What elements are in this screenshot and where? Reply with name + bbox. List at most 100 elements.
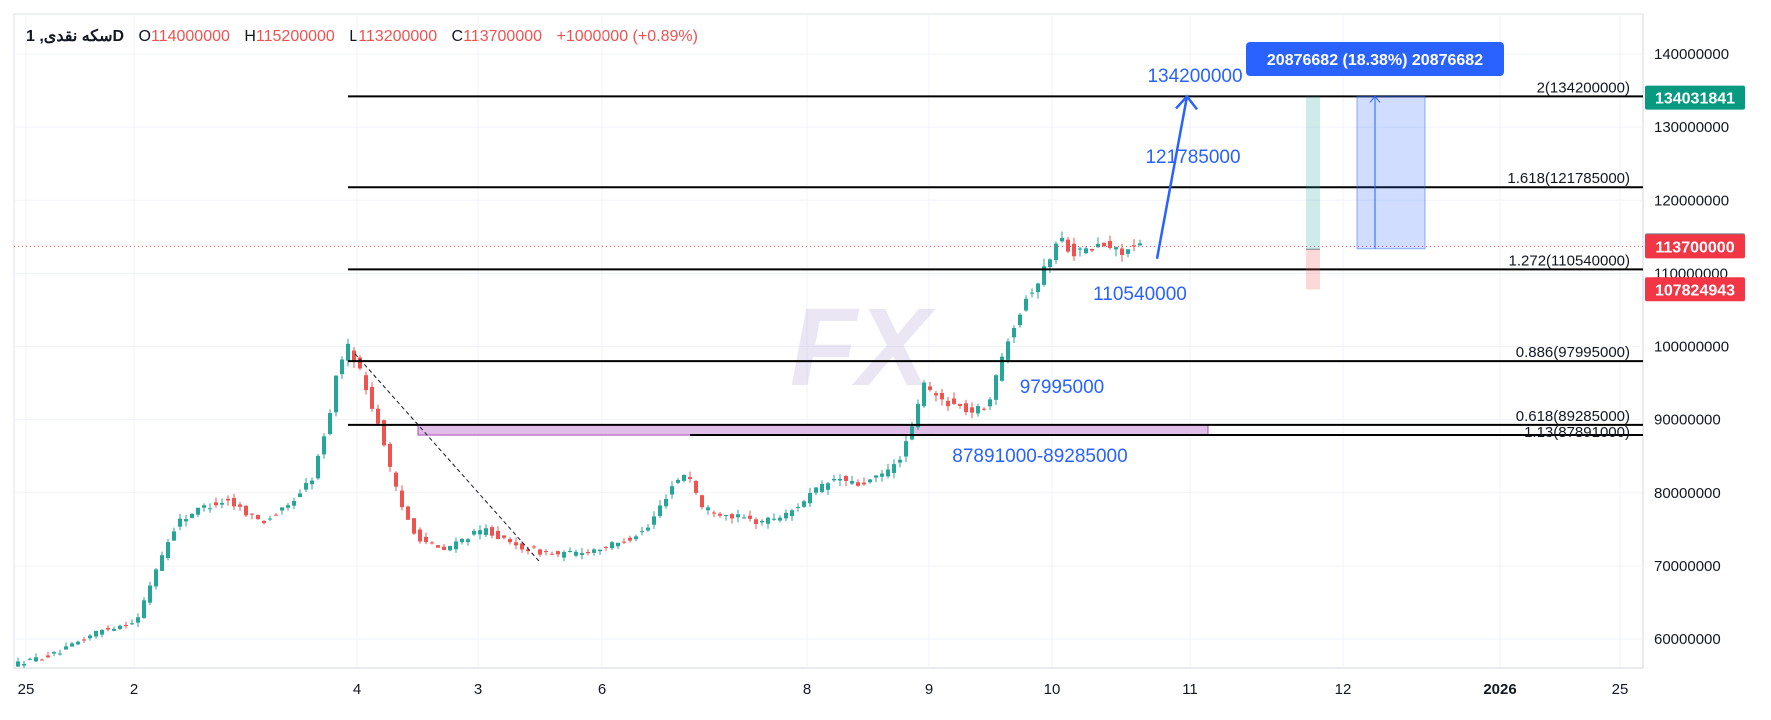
candle-body <box>790 510 794 517</box>
candle-body <box>982 408 986 410</box>
trend-line-dashed <box>354 353 541 563</box>
candle-body <box>190 513 194 518</box>
candle-body <box>946 400 950 407</box>
annotation-label: 110540000 <box>1093 284 1187 305</box>
x-tick-label: 9 <box>925 681 933 698</box>
candle-body <box>610 542 614 549</box>
candle-body <box>514 542 518 546</box>
candle-body <box>742 517 746 519</box>
candle-body <box>496 530 500 539</box>
measure-arrowhead <box>1369 95 1381 103</box>
price-badge-bg <box>1645 85 1745 110</box>
candle-body <box>178 518 182 527</box>
candle-body <box>856 482 860 486</box>
x-tick-label: 8 <box>803 681 811 698</box>
candle-body <box>718 513 722 516</box>
candle-body <box>1006 341 1010 360</box>
candle-body <box>664 498 668 507</box>
candle-body <box>430 542 434 544</box>
candle-body <box>184 519 188 522</box>
y-tick-label: 60000000 <box>1654 631 1721 648</box>
candle-body <box>202 505 206 508</box>
price-badge-text: 107824943 <box>1655 282 1735 299</box>
candle-body <box>478 530 482 535</box>
candle-body <box>868 479 872 483</box>
candle-body <box>316 455 320 479</box>
candle-body <box>952 398 956 404</box>
candle-body <box>898 459 902 463</box>
candle-body <box>58 653 62 655</box>
candle-body <box>940 392 944 400</box>
candle-body <box>112 628 116 631</box>
candle-body <box>700 495 704 508</box>
candle-body <box>40 659 44 661</box>
x-tick-label: 4 <box>353 681 361 698</box>
candle-body <box>670 486 674 495</box>
chart-legend: سکه نقدی, 1D O114000000 H115200000 L1132… <box>26 26 698 46</box>
candle-body <box>1090 248 1094 251</box>
candle-body <box>1114 247 1118 250</box>
candle-body <box>748 515 752 519</box>
candle-body <box>520 543 524 550</box>
candle-body <box>28 658 32 660</box>
candle-body <box>76 641 80 645</box>
candle-body <box>706 507 710 511</box>
candle-body <box>346 343 350 361</box>
candle-body <box>1060 237 1064 242</box>
x-tick-label: 6 <box>598 681 606 698</box>
candle-body <box>1066 239 1070 252</box>
price-badge-bg <box>1645 277 1745 302</box>
candle-body <box>802 501 806 507</box>
candle-body <box>298 493 302 498</box>
x-tick-label: 25 <box>18 681 35 698</box>
legend-symbol[interactable]: سکه نقدی, 1D <box>26 28 125 45</box>
candle-body <box>406 506 410 520</box>
annotation-label: 121785000 <box>1145 147 1240 168</box>
measure-label-text: 20876682 (18.38%) 20876682 <box>1267 52 1483 69</box>
candle-body <box>262 520 266 524</box>
legend-low-label: L <box>349 28 359 45</box>
candle-body <box>94 631 98 637</box>
candle-body <box>586 552 590 554</box>
candle-body <box>412 518 416 534</box>
candle-body <box>808 492 812 504</box>
candle-body <box>904 441 908 457</box>
x-tick-label: 11 <box>1182 681 1198 698</box>
candle-body <box>160 555 164 571</box>
candle-body <box>484 528 488 535</box>
y-tick-label: 80000000 <box>1654 485 1721 502</box>
candle-body <box>88 635 92 639</box>
candle-body <box>1108 240 1112 248</box>
candle-body <box>1030 292 1034 294</box>
candle-body <box>214 502 218 506</box>
y-tick-label: 140000000 <box>1654 46 1729 63</box>
candle-body <box>310 480 314 485</box>
legend-open-label: O <box>138 28 151 45</box>
candle-body <box>442 546 446 550</box>
candle-body <box>958 403 962 406</box>
candle-body <box>46 655 50 658</box>
candle-body <box>826 483 830 490</box>
candle-body <box>646 527 650 531</box>
candle-body <box>358 357 362 369</box>
fib-level-label: 2(134200000) <box>1537 79 1630 96</box>
candle-body <box>232 497 236 507</box>
candle-body <box>16 661 20 667</box>
candle-body <box>526 549 530 552</box>
candle-body <box>928 386 932 390</box>
candle-body <box>730 514 734 519</box>
candle-body <box>1072 243 1076 257</box>
watermark-logo: FX <box>790 286 936 409</box>
candle-body <box>1048 259 1052 268</box>
candle-body <box>736 514 740 518</box>
candle-body <box>1078 248 1082 250</box>
candle-body <box>244 505 248 516</box>
candle-body <box>724 515 728 517</box>
candle-body <box>220 502 224 505</box>
candle-body <box>784 512 788 519</box>
x-tick-label: 2 <box>130 681 138 698</box>
candle-body <box>70 643 74 647</box>
candle-body <box>916 403 920 428</box>
candle-body <box>238 504 242 507</box>
